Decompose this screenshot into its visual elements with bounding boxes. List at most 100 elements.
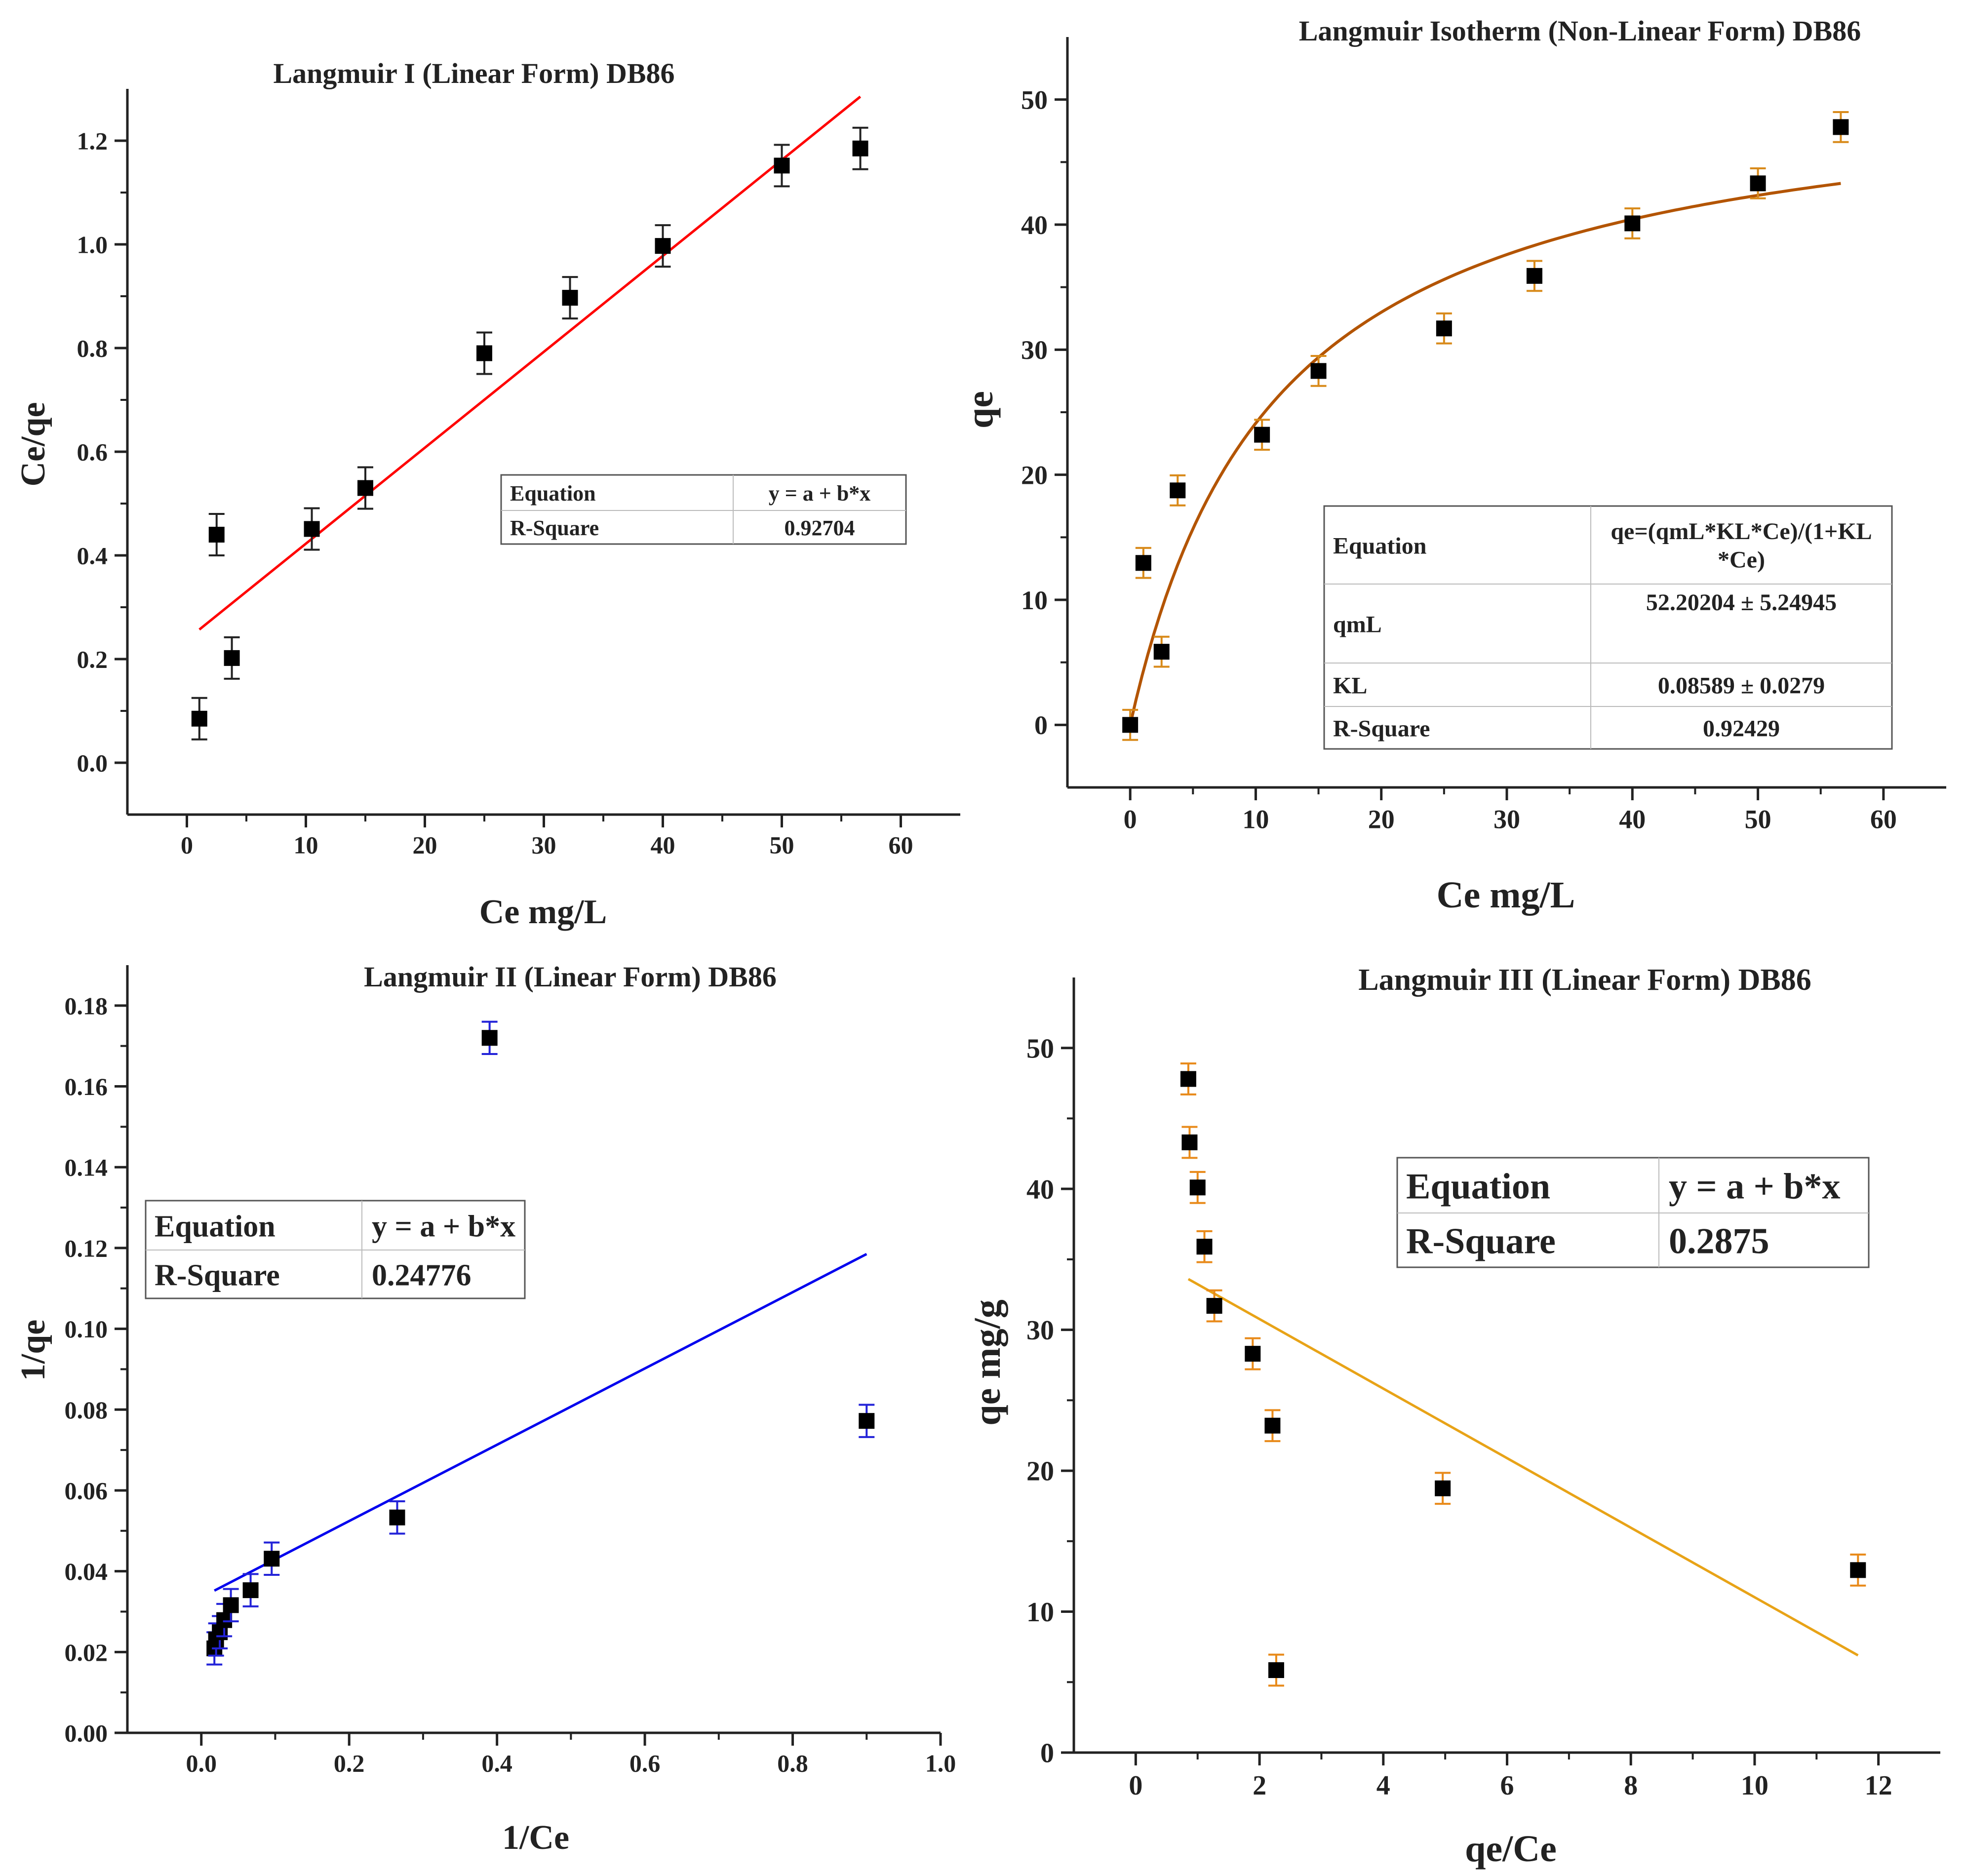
marker-square — [1264, 1417, 1281, 1434]
marker-square — [1850, 1562, 1866, 1578]
marker-square — [1435, 1480, 1451, 1496]
marker-square — [1750, 175, 1766, 192]
data-point — [208, 513, 225, 556]
y-tick-label: 0.18 — [65, 992, 108, 1019]
marker-square — [1181, 1134, 1198, 1150]
marker-square — [859, 1413, 875, 1429]
data-point — [1189, 1171, 1206, 1204]
legend-value: qe=(qmL*KL*Ce)/(1+KL — [1611, 518, 1872, 545]
chart-title: Langmuir I (Linear Form) DB86 — [273, 57, 674, 89]
y-tick-label: 0 — [1034, 710, 1048, 740]
chart-panel-3: Langmuir II (Linear Form) DB86 0.0 0.2 0.4 0… — [14, 961, 956, 1857]
legend-table: Equation y = a + b*x R-Square 0.24776 — [145, 1200, 526, 1299]
marker-square — [304, 521, 320, 537]
data-point — [1196, 1230, 1213, 1263]
fit-line — [198, 95, 862, 631]
marker-square — [242, 1582, 259, 1599]
marker-square — [476, 345, 492, 361]
data-point — [1180, 1062, 1196, 1095]
x-axis-title: qe/Ce — [1465, 1828, 1557, 1870]
y-tick-label: 50 — [1026, 1033, 1054, 1064]
x-tick-label: 2 — [1253, 1770, 1266, 1801]
y-tick-label: 1.2 — [77, 127, 108, 155]
marker-square — [357, 480, 373, 496]
y-tick-label: 0 — [1040, 1738, 1054, 1769]
y-axis-title: 1/qe — [14, 1320, 52, 1381]
y-tick-label: 30 — [1021, 335, 1048, 365]
x-tick-label: 8 — [1624, 1770, 1638, 1801]
legend-value: 0.92704 — [785, 516, 855, 540]
x-tick-label: 0 — [1129, 1770, 1142, 1801]
data-point — [1135, 547, 1151, 579]
x-tick-label: 0.4 — [481, 1750, 512, 1777]
y-tick-label: 40 — [1021, 210, 1048, 240]
legend-value: y = a + b*x — [372, 1210, 515, 1243]
y-tick-label: 0.14 — [65, 1154, 108, 1181]
data-point — [1833, 111, 1849, 143]
x-tick-label: 50 — [1745, 805, 1771, 834]
data-point — [191, 697, 207, 741]
data-point — [655, 224, 671, 268]
data-point — [1122, 708, 1139, 741]
x-tick-label: 40 — [1619, 805, 1646, 834]
x-tick-label: 10 — [1242, 805, 1269, 834]
legend-value: 0.92429 — [1703, 715, 1780, 742]
marker-square — [1526, 268, 1542, 284]
data-point — [1206, 1289, 1222, 1323]
data-point — [389, 1500, 405, 1535]
data-point — [1436, 312, 1452, 345]
x-tick-label: 0 — [1124, 805, 1137, 834]
data-point — [481, 1020, 498, 1055]
fit-curve — [1129, 182, 1841, 725]
x-tick-label: 50 — [770, 831, 794, 859]
data-point — [1264, 1409, 1281, 1443]
x-tick-label: 1.0 — [925, 1750, 956, 1777]
marker-square — [774, 157, 790, 174]
marker-square — [1436, 320, 1452, 337]
x-tick-label: 40 — [651, 831, 675, 859]
marker-square — [1180, 1071, 1196, 1087]
data-point — [1750, 167, 1766, 199]
marker-square — [1122, 717, 1139, 733]
x-tick-label: 0.8 — [777, 1750, 808, 1777]
marker-square — [1254, 427, 1270, 443]
legend-table: Equation qe=(qmL*KL*Ce)/(1+KL*Ce) qmL 52.20… — [1323, 505, 1893, 750]
y-tick-label: 0.00 — [65, 1720, 108, 1747]
data-point — [242, 1573, 259, 1607]
y-tick-label: 20 — [1021, 461, 1048, 490]
data-point — [1310, 355, 1327, 387]
legend-table: Equation y = a + b*x R-Square 0.92704 — [500, 474, 907, 545]
legend-label: Equation — [155, 1210, 275, 1243]
y-tick-label: 0.6 — [77, 438, 108, 466]
y-axis-title: Ce/qe — [14, 402, 52, 486]
y-tick-label: 50 — [1021, 85, 1048, 115]
legend-label: R-Square — [1333, 715, 1430, 742]
legend-label: Equation — [510, 481, 596, 506]
legend-label: KL — [1333, 672, 1367, 699]
data-point — [1850, 1553, 1866, 1587]
legend-value: y = a + b*x — [769, 481, 871, 506]
x-tick-label: 6 — [1500, 1770, 1514, 1801]
marker-square — [1189, 1179, 1206, 1196]
y-tick-label: 0.10 — [65, 1315, 108, 1343]
data-point — [859, 1404, 875, 1438]
y-tick-label: 20 — [1026, 1456, 1054, 1487]
marker-square — [208, 527, 225, 543]
x-axis-title: Ce mg/L — [479, 893, 607, 931]
x-tick-label: 20 — [413, 831, 437, 859]
legend-table: Equation y = a + b*x R-Square 0.2875 — [1396, 1157, 1870, 1268]
legend-label: R-Square — [1406, 1221, 1556, 1262]
marker-square — [1624, 215, 1641, 232]
data-point — [774, 144, 790, 188]
data-point — [264, 1541, 280, 1576]
marker-square — [1153, 644, 1170, 660]
y-tick-label: 0.0 — [77, 749, 108, 777]
y-tick-label: 0.04 — [65, 1558, 108, 1585]
chart-title: Langmuir Isotherm (Non-Linear Form) DB86 — [1299, 15, 1861, 47]
chart-panel-4: Langmuir III (Linear Form) DB86 0 2 4 6 8 10 12… — [967, 963, 1940, 1870]
data-point — [1245, 1337, 1261, 1370]
marker-square — [1310, 363, 1327, 379]
y-axis-title: qe mg/g — [967, 1299, 1008, 1425]
marker-square — [1135, 555, 1151, 571]
data-point — [476, 331, 492, 375]
